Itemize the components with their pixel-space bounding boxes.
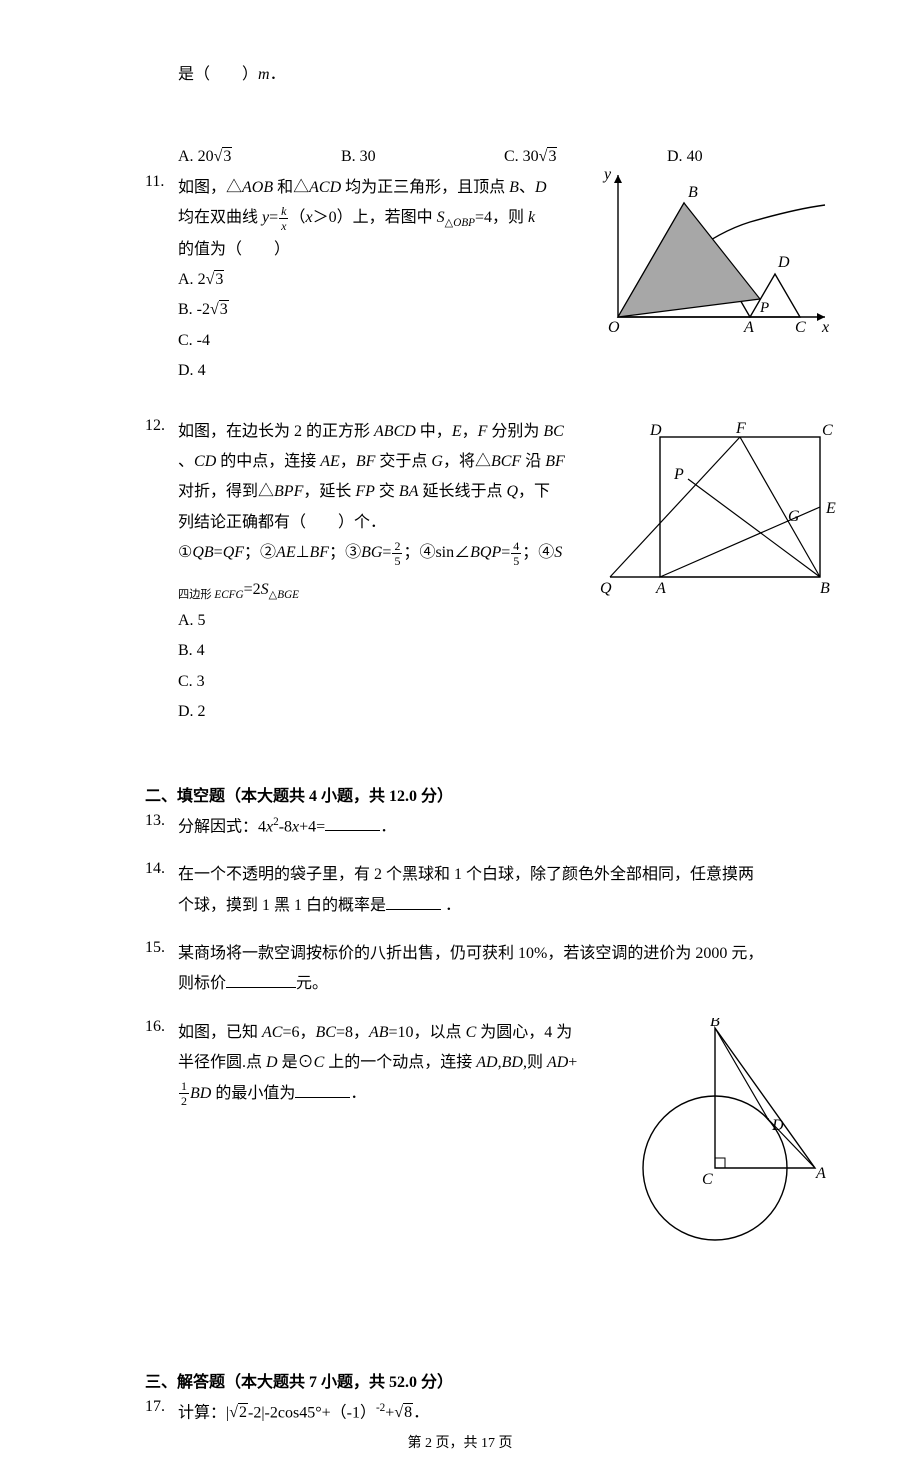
q11: 11. 如图，△AOB 和△ACD 均为正三角形，且顶点 B、D 均在双曲线 y… bbox=[90, 173, 830, 387]
q10-choice-b: B. 30 bbox=[341, 142, 504, 172]
svg-text:Q: Q bbox=[600, 580, 612, 597]
q10-tail: 是（ ）m． bbox=[90, 60, 830, 90]
q16-text: 如图，已知 AC=6，BC=8，AB=10，以点 C 为圆心，4 为 半径作圆.… bbox=[178, 1018, 610, 1109]
svg-text:D: D bbox=[771, 1117, 784, 1134]
lbl-B: B bbox=[688, 184, 698, 201]
q16: 16. 如图，已知 AC=6，BC=8，AB=10，以点 C 为圆心，4 为 半… bbox=[90, 1018, 830, 1248]
q12: 12. 如图，在边长为 2 的正方形 ABCD 中，E，F 分别为 BC 、CD… bbox=[90, 417, 830, 728]
q12-num: 12. bbox=[145, 417, 165, 435]
q13-text: 分解因式：4x2-8x+4=． bbox=[178, 812, 830, 843]
page-footer: 第 2 页，共 17 页 bbox=[0, 1432, 920, 1452]
lbl-O: O bbox=[608, 319, 620, 336]
q12-choice-b: B. 4 bbox=[178, 636, 830, 666]
q12-body: 如图，在边长为 2 的正方形 ABCD 中，E，F 分别为 BC 、CD 的中点… bbox=[178, 417, 565, 606]
q11-figure: y O B D P A C x bbox=[600, 167, 840, 342]
lbl-A: A bbox=[743, 319, 754, 336]
q13-blank bbox=[325, 814, 380, 831]
q16-figure: B D C A bbox=[640, 1018, 830, 1258]
page: 是（ ）m． A. 20√3 B. 30 C. 30√3 D. 40 11. 如… bbox=[0, 0, 920, 1477]
q15-num: 15. bbox=[145, 939, 165, 957]
q16-num: 16. bbox=[145, 1018, 165, 1036]
q12-choices: A. 5 B. 4 C. 3 D. 2 bbox=[178, 606, 830, 728]
q12-figure: D F C P G E Q A B bbox=[590, 417, 840, 612]
q11-num: 11. bbox=[145, 173, 164, 191]
q10-text: 是（ ）m． bbox=[178, 60, 830, 90]
svg-text:A: A bbox=[655, 580, 666, 597]
svg-text:P: P bbox=[673, 466, 684, 483]
svg-text:D: D bbox=[649, 422, 662, 439]
svg-text:A: A bbox=[815, 1165, 826, 1182]
q12-choice-d: D. 2 bbox=[178, 697, 830, 727]
q15-blank bbox=[226, 971, 296, 988]
svg-text:B: B bbox=[820, 580, 830, 597]
lbl-x: x bbox=[821, 319, 829, 336]
q10-unit: m bbox=[258, 66, 270, 83]
q14-text: 在一个不透明的袋子里，有 2 个黑球和 1 个白球，除了颜色外全部相同，任意摸两… bbox=[178, 860, 830, 921]
q16-blank bbox=[295, 1081, 350, 1098]
q10-choice-a: A. 20√3 bbox=[178, 142, 341, 172]
svg-text:C: C bbox=[702, 1171, 713, 1188]
section2-title: 二、填空题（本大题共 4 小题，共 12.0 分） bbox=[145, 782, 830, 806]
svg-text:C: C bbox=[822, 422, 833, 439]
section3-title: 三、解答题（本大题共 7 小题，共 52.0 分） bbox=[145, 1368, 830, 1392]
svg-text:E: E bbox=[825, 500, 836, 517]
q11-choice-d: D. 4 bbox=[178, 356, 830, 386]
q10-tail-end: ． bbox=[270, 66, 286, 83]
q14-num: 14. bbox=[145, 860, 165, 878]
lbl-P: P bbox=[759, 300, 769, 316]
q15: 15. 某商场将一款空调按标价的八折出售，仍可获利 10%，若该空调的进价为 2… bbox=[90, 939, 830, 1000]
q10-tail-text: 是（ ） bbox=[178, 66, 258, 83]
q14: 14. 在一个不透明的袋子里，有 2 个黑球和 1 个白球，除了颜色外全部相同，… bbox=[90, 860, 830, 921]
q17-text: 计算：|√2-2|-2cos45°+（-1）-2+√8． bbox=[178, 1398, 830, 1429]
q17-num: 17. bbox=[145, 1398, 165, 1416]
q17: 17. 计算：|√2-2|-2cos45°+（-1）-2+√8． bbox=[90, 1398, 830, 1429]
q14-blank bbox=[386, 893, 441, 910]
q13-num: 13. bbox=[145, 812, 165, 830]
svg-text:F: F bbox=[735, 420, 746, 437]
lbl-D: D bbox=[777, 254, 790, 271]
svg-text:B: B bbox=[710, 1018, 720, 1030]
lbl-C: C bbox=[795, 319, 806, 336]
q13: 13. 分解因式：4x2-8x+4=． bbox=[90, 812, 830, 843]
q11-body: 如图，△AOB 和△ACD 均为正三角形，且顶点 B、D 均在双曲线 y=kx（… bbox=[178, 173, 550, 265]
svg-text:G: G bbox=[788, 508, 800, 525]
lbl-y: y bbox=[602, 167, 612, 183]
q15-text: 某商场将一款空调按标价的八折出售，仍可获利 10%，若该空调的进价为 2000 … bbox=[178, 939, 830, 1000]
q12-choice-c: C. 3 bbox=[178, 667, 830, 697]
